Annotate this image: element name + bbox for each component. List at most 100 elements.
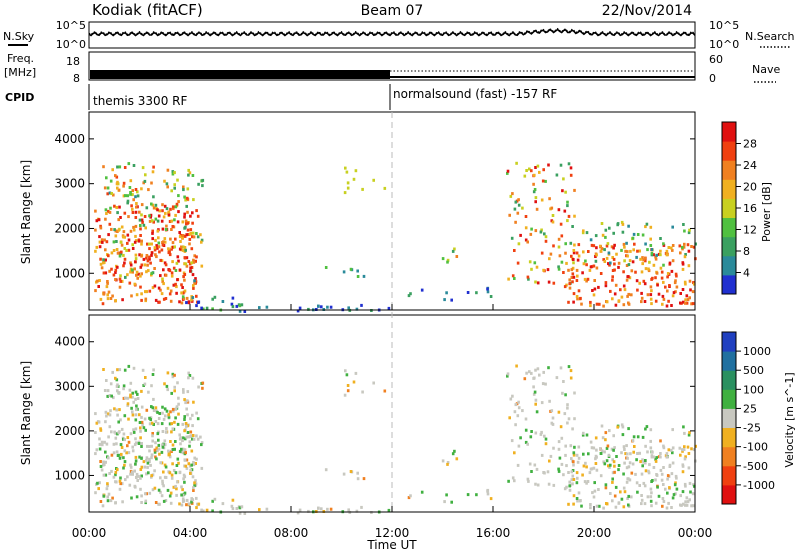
power-cell bbox=[542, 168, 545, 172]
power-cell bbox=[102, 165, 105, 169]
power-cell bbox=[666, 289, 669, 293]
velocity-cell bbox=[114, 470, 118, 474]
velocity-cell bbox=[163, 439, 167, 443]
power-cell bbox=[604, 228, 608, 232]
velocity-cell bbox=[684, 503, 687, 507]
power-cell bbox=[515, 161, 518, 165]
velocity-cell bbox=[173, 447, 176, 451]
velocity-cell bbox=[525, 371, 528, 375]
velocity-cell bbox=[175, 405, 179, 409]
velocity-cell bbox=[170, 422, 173, 426]
power-cell bbox=[172, 283, 176, 287]
velocity-cell bbox=[154, 455, 157, 459]
power-cell bbox=[571, 225, 574, 228]
velocity-cell bbox=[598, 504, 601, 508]
velocity-colorbar-tick-label: -1000 bbox=[743, 479, 775, 492]
power-cell bbox=[165, 182, 169, 186]
velocity-cell bbox=[636, 452, 639, 455]
velocity-cell bbox=[154, 441, 157, 445]
velocity-cell bbox=[139, 487, 142, 491]
velocity-cell bbox=[135, 476, 138, 479]
velocity-cell bbox=[600, 449, 604, 453]
power-cell bbox=[691, 302, 695, 306]
power-cell bbox=[191, 221, 194, 225]
velocity-cell bbox=[105, 487, 109, 491]
power-cell bbox=[120, 250, 123, 254]
power-cell bbox=[540, 251, 544, 255]
power-cell bbox=[630, 293, 633, 297]
power-cell bbox=[570, 254, 573, 258]
velocity-cell bbox=[356, 477, 360, 481]
velocity-cell bbox=[153, 486, 157, 490]
power-cell bbox=[186, 187, 190, 191]
power-cell bbox=[602, 258, 605, 262]
power-cell bbox=[632, 232, 636, 236]
power-cell bbox=[134, 253, 138, 257]
power-cell bbox=[611, 256, 614, 259]
velocity-cell bbox=[129, 395, 132, 399]
velocity-cell bbox=[171, 407, 175, 411]
power-cell bbox=[466, 291, 470, 294]
power-cell bbox=[684, 301, 687, 305]
velocity-cell bbox=[674, 474, 678, 478]
power-cell bbox=[190, 247, 194, 251]
velocity-cell bbox=[126, 396, 130, 400]
velocity-cell bbox=[133, 484, 137, 488]
power-cell bbox=[135, 270, 139, 274]
power-cell bbox=[633, 242, 636, 246]
power-cell bbox=[641, 233, 645, 237]
power-cell bbox=[192, 198, 195, 202]
power-cell bbox=[584, 259, 587, 263]
power-cell bbox=[569, 241, 573, 245]
velocity-cell bbox=[103, 463, 106, 467]
power-cell bbox=[195, 209, 198, 213]
velocity-cell bbox=[211, 509, 214, 513]
velocity-cell bbox=[649, 499, 653, 503]
velocity-cell bbox=[533, 390, 537, 394]
power-cell bbox=[688, 228, 691, 232]
velocity-cell bbox=[136, 392, 139, 396]
power-cell bbox=[158, 250, 161, 254]
power-cell bbox=[107, 290, 111, 294]
power-cell bbox=[320, 305, 323, 309]
power-cell bbox=[597, 285, 600, 289]
power-cell bbox=[617, 265, 620, 269]
power-cell bbox=[128, 186, 132, 189]
velocity-cell bbox=[177, 396, 180, 400]
power-cell bbox=[566, 200, 569, 204]
velocity-cell bbox=[671, 428, 674, 432]
velocity-cell bbox=[163, 382, 166, 386]
power-cell bbox=[196, 214, 200, 218]
power-cell bbox=[573, 243, 576, 247]
power-cell bbox=[169, 289, 173, 293]
velocity-cell bbox=[238, 511, 242, 515]
power-cell bbox=[131, 270, 134, 274]
velocity-cell bbox=[108, 425, 112, 429]
velocity-cell bbox=[650, 450, 654, 454]
velocity-cell bbox=[635, 458, 638, 462]
velocity-cell bbox=[114, 376, 117, 380]
power-cell bbox=[567, 162, 571, 166]
velocity-cell bbox=[156, 432, 160, 436]
velocity-cell bbox=[193, 484, 196, 488]
velocity-cell bbox=[134, 459, 138, 463]
power-cell bbox=[108, 210, 112, 214]
velocity-cell bbox=[167, 449, 170, 453]
power-cell bbox=[626, 254, 629, 258]
power-cell bbox=[647, 269, 651, 273]
power-cell bbox=[126, 241, 129, 245]
velocity-cell bbox=[192, 460, 195, 464]
velocity-cell bbox=[135, 495, 139, 499]
velocity-cell bbox=[155, 446, 158, 450]
velocity-cell bbox=[115, 408, 118, 412]
velocity-cell bbox=[149, 463, 152, 467]
velocity-cell bbox=[549, 454, 553, 458]
velocity-cell bbox=[589, 503, 592, 506]
velocity-cell bbox=[169, 440, 172, 443]
power-cell bbox=[521, 206, 524, 210]
power-cell bbox=[619, 288, 622, 292]
power-cell bbox=[180, 291, 183, 295]
power-cell bbox=[174, 237, 177, 241]
velocity-cell bbox=[317, 506, 320, 510]
velocity-cell bbox=[360, 505, 363, 509]
